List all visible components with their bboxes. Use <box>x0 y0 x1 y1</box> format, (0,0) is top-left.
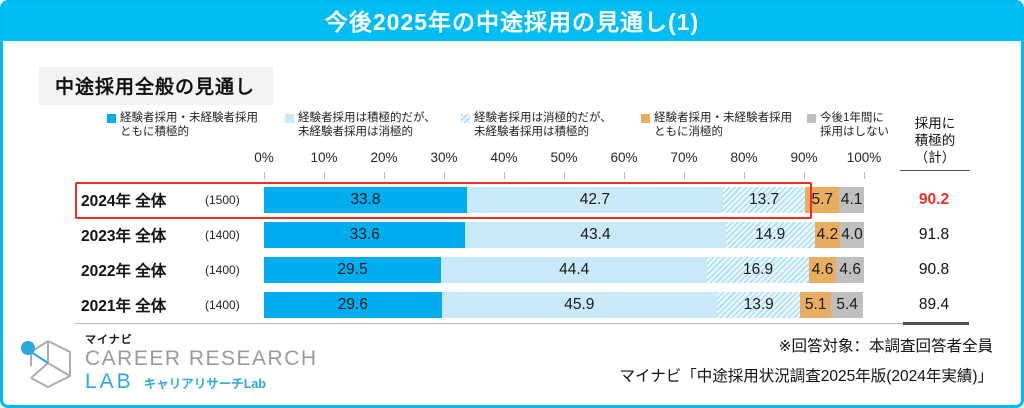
logo-cube-icon <box>21 339 71 388</box>
bar-segment: 4.6 <box>836 256 864 283</box>
stacked-bar: 33.8 42.7 13.7 5.7 4.1 <box>264 186 864 213</box>
footnote-respondents: ※回答対象：本調査回答者全員 <box>778 338 994 355</box>
bar-segment: 5.7 <box>805 186 840 213</box>
career-research-lab-logo: マイナビ CAREER RESEARCH LAB キャリアリサーチLab <box>17 331 318 394</box>
stacked-bar: 29.5 44.4 16.9 4.6 4.6 <box>264 256 864 283</box>
axis-tick-label: 70% <box>670 150 698 165</box>
axis-tick-mark <box>324 172 325 179</box>
logo-brand-line2: LAB <box>85 370 134 393</box>
row-year-label: 2022年 全体 <box>81 262 167 280</box>
bar-segment: 13.9 <box>716 291 801 318</box>
legend-swatch-icon <box>285 114 294 123</box>
logo-brand-small: マイナビ <box>85 334 133 346</box>
logo-dot <box>21 340 35 355</box>
stacked-bar-chart: 2024年 全体 (1500) 33.8 42.7 13.7 5.7 4.1 90.2 2023… <box>3 182 1021 322</box>
legend-item-label: 経験者採用は消極的だが、 未経験者採用は積極的 <box>474 112 612 138</box>
summary-header-line: 積極的 <box>914 133 956 148</box>
summary-column-header: 採用に積極的 （計） <box>900 115 970 171</box>
chart-row-2024: 2024年 全体 (1500) 33.8 42.7 13.7 5.7 4.1 90.2 <box>3 182 1021 217</box>
bar-segment: 33.8 <box>264 186 467 213</box>
axis-tick-label: 90% <box>790 150 818 165</box>
row-sample-size: (1400) <box>205 297 240 312</box>
bar-segment: 4.6 <box>808 256 837 283</box>
chart-row-2021: 2021年 全体 (1400) 29.6 45.9 13.9 5.1 5.4 89.4 <box>3 287 1021 322</box>
stacked-bar: 29.6 45.9 13.9 5.1 5.4 <box>264 291 864 318</box>
bar-segment: 4.1 <box>839 186 864 213</box>
legend-item-label: 経験者採用・未経験者採用 ともに積極的 <box>120 112 258 138</box>
axis-tick-mark <box>504 172 505 179</box>
axis-tick-mark <box>804 172 805 179</box>
legend-swatch-icon <box>461 114 470 123</box>
bar-segment: 29.5 <box>264 256 441 283</box>
row-total-positive: 90.8 <box>918 260 950 278</box>
axis-tick-label: 10% <box>310 150 338 165</box>
summary-header-line: （計） <box>914 150 956 165</box>
legend: 経験者採用・未経験者採用 ともに積極的 経験者採用は積極的だが、 未経験者採用は消… <box>107 111 911 139</box>
row-total-positive: 89.4 <box>918 295 950 313</box>
chart-bottom-divider <box>75 323 903 324</box>
bar-segment: 4.2 <box>814 221 841 248</box>
section-title: 中途採用全般の見通し <box>39 67 274 105</box>
row-sample-size: (1500) <box>205 192 240 207</box>
bar-segment: 16.9 <box>707 256 809 283</box>
legend-swatch-icon <box>807 114 816 123</box>
legend-item-label: 経験者採用は積極的だが、 未経験者採用は消極的 <box>298 112 436 138</box>
axis-tick-mark <box>864 172 865 179</box>
row-year-label: 2021年 全体 <box>81 297 167 315</box>
row-sample-size: (1400) <box>205 262 240 277</box>
stacked-bar: 33.6 43.4 14.9 4.2 4.0 <box>264 221 864 248</box>
legend-item-2: 経験者採用は積極的だが、 未経験者採用は消極的 <box>285 111 461 139</box>
bar-segment: 13.7 <box>722 186 806 213</box>
axis-tick-label: 80% <box>730 150 758 165</box>
logo-brand-jp: キャリアリサーチLab <box>143 377 266 391</box>
legend-item-label: 今後1年間に 採用はしない <box>820 112 889 138</box>
axis-tick-mark <box>684 172 685 179</box>
row-year-label: 2023年 全体 <box>81 227 167 245</box>
axis-tick-mark <box>384 172 385 179</box>
axis-tick-label: 0% <box>254 150 274 165</box>
axis-tick-mark <box>564 172 565 179</box>
legend-item-1: 経験者採用・未経験者採用 ともに積極的 <box>107 111 285 139</box>
axis-tick-label: 20% <box>370 150 398 165</box>
axis-tick-mark <box>744 172 745 179</box>
axis-tick-mark <box>264 172 265 179</box>
axis-tick-label: 30% <box>430 150 458 165</box>
axis-tick-label: 50% <box>550 150 578 165</box>
chart-row-2023: 2023年 全体 (1400) 33.6 43.4 14.9 4.2 4.0 91.8 <box>3 217 1021 252</box>
bar-segment: 5.4 <box>830 291 864 318</box>
axis-tick-mark <box>624 172 625 179</box>
bar-segment: 44.4 <box>441 256 708 283</box>
totals-bottom-divider <box>903 322 969 325</box>
page-title: 今後2025年の中途採用の見通し(1) <box>3 3 1021 41</box>
bar-segment: 14.9 <box>725 221 815 248</box>
axis-tick-label: 60% <box>610 150 638 165</box>
summary-header-line: 採用に <box>914 116 956 131</box>
bar-segment: 42.7 <box>466 186 723 213</box>
legend-item-3: 経験者採用は消極的だが、 未経験者採用は積極的 <box>461 111 641 139</box>
bar-segment: 43.4 <box>465 221 726 248</box>
logo-text: マイナビ CAREER RESEARCH LAB キャリアリサーチLab <box>85 331 318 394</box>
bar-segment: 4.0 <box>840 221 864 248</box>
legend-swatch-icon <box>107 114 116 123</box>
row-total-positive: 91.8 <box>918 225 950 243</box>
bar-segment: 45.9 <box>441 291 717 318</box>
bar-segment: 5.1 <box>800 291 831 318</box>
chart-row-2022: 2022年 全体 (1400) 29.5 44.4 16.9 4.6 4.6 90.8 <box>3 252 1021 287</box>
axis-tick-label: 100% <box>846 150 882 165</box>
logo-brand-line1: CAREER RESEARCH <box>85 347 318 370</box>
legend-swatch-icon <box>641 114 650 123</box>
footnote-source: マイナビ「中途採用状況調査2025年版(2024年実績)」 <box>619 368 993 385</box>
x-axis: 0% 10% 20% 30% 40% 50% 60% 70% 80% 90% 100% <box>254 150 881 179</box>
row-sample-size: (1400) <box>205 227 240 242</box>
legend-item-label: 経験者採用・未経験者採用 ともに消極的 <box>654 112 792 138</box>
legend-item-5: 今後1年間に 採用はしない <box>807 111 911 139</box>
row-total-positive: 90.2 <box>918 190 950 208</box>
row-year-label: 2024年 全体 <box>81 192 167 210</box>
axis-tick-mark <box>444 172 445 179</box>
axis-tick-label: 40% <box>490 150 518 165</box>
bar-segment: 29.6 <box>264 291 442 318</box>
legend-item-4: 経験者採用・未経験者採用 ともに消極的 <box>641 111 807 139</box>
bar-segment: 33.6 <box>264 221 466 248</box>
